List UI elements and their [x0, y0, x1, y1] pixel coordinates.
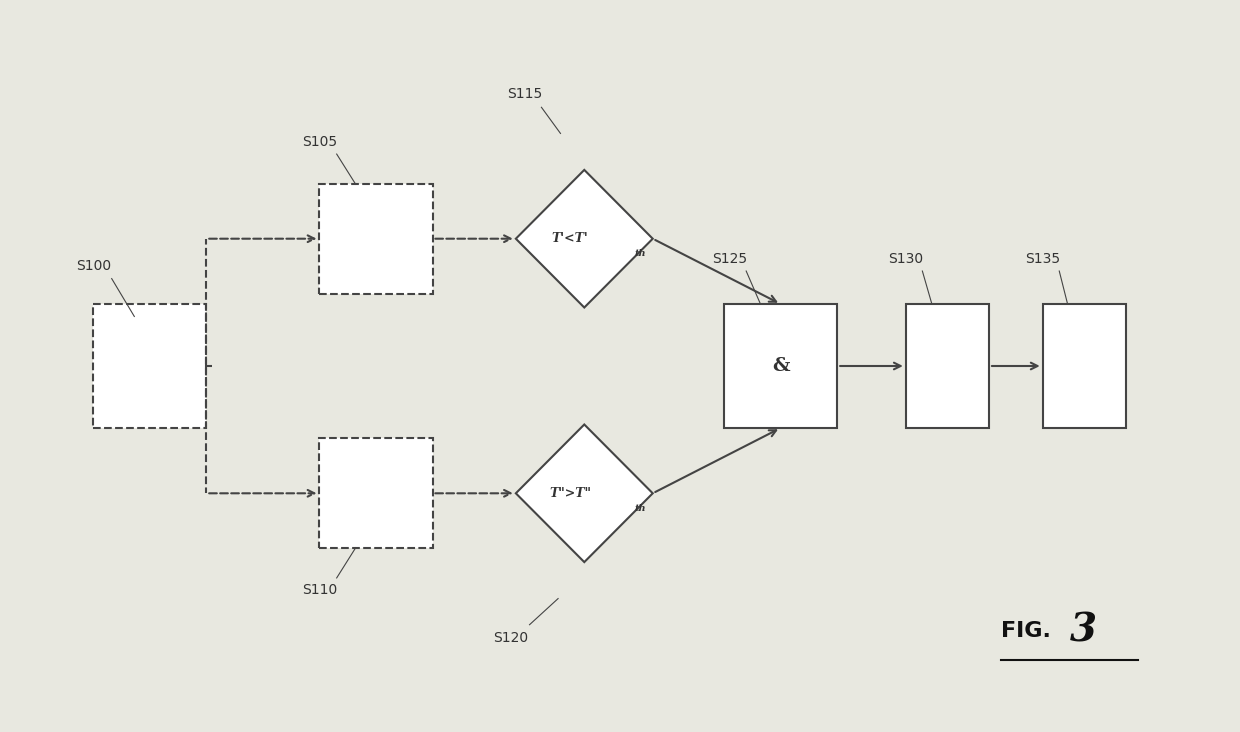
Text: th: th: [635, 504, 646, 513]
Bar: [320, 184, 433, 294]
Text: &: &: [771, 357, 790, 375]
Bar: [724, 304, 837, 428]
Text: S125: S125: [712, 253, 746, 266]
Bar: [320, 438, 433, 548]
Text: T'<T': T'<T': [552, 232, 588, 245]
Polygon shape: [516, 425, 652, 562]
Text: S110: S110: [303, 583, 337, 597]
Bar: [905, 304, 990, 428]
Text: T">T": T">T": [549, 487, 591, 500]
Text: S135: S135: [1025, 253, 1060, 266]
Text: th: th: [635, 250, 646, 258]
Text: S100: S100: [77, 259, 112, 273]
Bar: [93, 304, 206, 428]
Text: S120: S120: [494, 631, 528, 645]
Bar: [1043, 304, 1126, 428]
Polygon shape: [516, 170, 652, 307]
Text: S115: S115: [507, 87, 542, 101]
Text: FIG.: FIG.: [1001, 621, 1050, 641]
Text: S105: S105: [303, 135, 337, 149]
Text: 3: 3: [1070, 612, 1097, 650]
Text: S130: S130: [888, 253, 924, 266]
